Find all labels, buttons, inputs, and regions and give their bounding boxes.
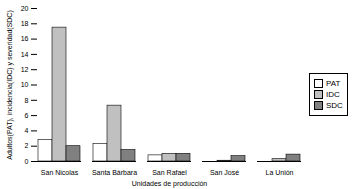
svg-text:San Nicolas: San Nicolas	[41, 169, 79, 176]
svg-text:San Rafael: San Rafael	[152, 169, 187, 176]
svg-text:14: 14	[21, 51, 29, 58]
svg-text:Adultos(PAT), incidencia(IDC): Adultos(PAT), incidencia(IDC) y severida…	[6, 10, 14, 160]
html-text:PAT: PAT	[326, 79, 341, 88]
svg-text:4: 4	[25, 127, 29, 134]
svg-text:6: 6	[25, 112, 29, 119]
svg-text:San José: San José	[210, 169, 239, 176]
svg-text:Unidades de producción: Unidades de producción	[132, 180, 208, 188]
svg-text:8: 8	[25, 97, 29, 104]
svg-text:2: 2	[25, 142, 29, 149]
svg-text:10: 10	[21, 81, 29, 88]
svg-text:18: 18	[21, 20, 29, 27]
svg-text:0: 0	[25, 158, 29, 165]
svg-text:Santa Bárbara: Santa Bárbara	[92, 169, 137, 176]
html-text:SDC: SDC	[326, 101, 343, 110]
svg-text:La Unión: La Unión	[265, 169, 293, 176]
svg-text:12: 12	[21, 66, 29, 73]
svg-text:20: 20	[21, 5, 29, 12]
svg-text:16: 16	[21, 35, 29, 42]
html-text:IDC: IDC	[326, 90, 340, 99]
